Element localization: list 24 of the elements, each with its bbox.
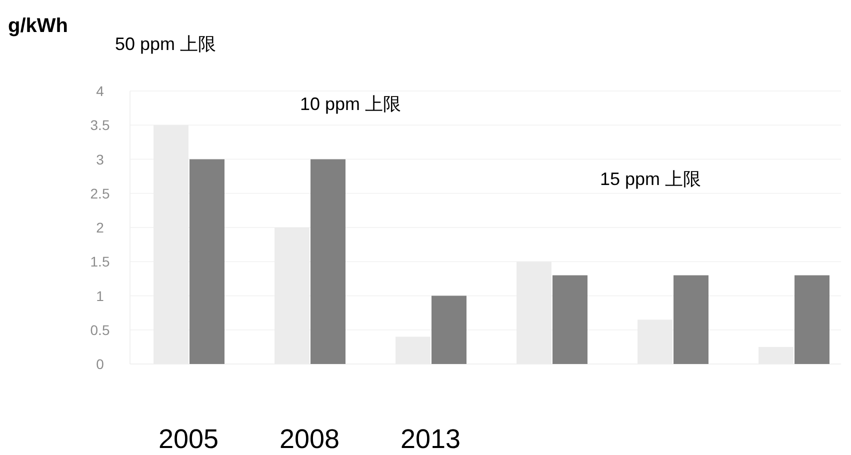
y-tick-label: 3.5 (90, 117, 110, 134)
bar (396, 336, 430, 364)
bar (758, 346, 794, 364)
y-tick-label: 0 (96, 356, 104, 372)
bar (674, 275, 708, 364)
text: 2005 (158, 424, 219, 454)
y-tick-label: 1 (96, 288, 104, 304)
bar (794, 275, 830, 364)
annotation: 15 ppm 上限 (600, 169, 702, 189)
bar (552, 275, 588, 364)
y-tick-label: 0.5 (90, 322, 110, 338)
bar (432, 296, 466, 364)
annotation: 10 ppm 上限 (300, 94, 402, 114)
y-tick-label: 4 (96, 83, 104, 99)
text: 2013 (400, 424, 461, 454)
y-tick-label: 1.5 (90, 254, 110, 270)
bar (190, 159, 224, 364)
text: 50 ppm 上限 (115, 34, 216, 54)
y-tick-label: 3 (96, 151, 104, 168)
y-tick-label: 2 (96, 220, 104, 236)
bar (310, 159, 346, 364)
text: 2008 (279, 424, 340, 454)
y-tick-label: 2.5 (90, 185, 110, 202)
y-axis-title: g/kWh (8, 15, 68, 37)
